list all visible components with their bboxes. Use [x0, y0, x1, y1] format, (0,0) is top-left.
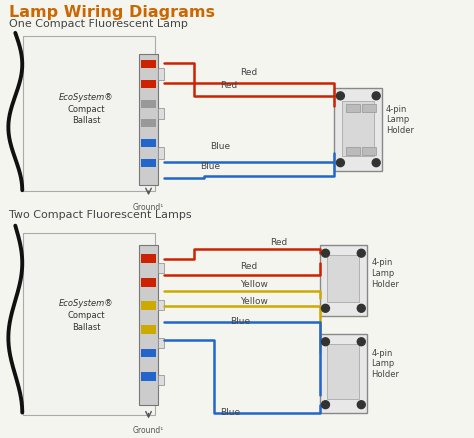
- Bar: [141, 100, 156, 108]
- Text: 4-pin: 4-pin: [371, 258, 392, 267]
- Bar: [141, 139, 156, 147]
- Text: One Compact Fluorescent Lamp: One Compact Fluorescent Lamp: [9, 19, 188, 29]
- Text: Red: Red: [240, 262, 257, 271]
- Text: Lamp Wiring Diagrams: Lamp Wiring Diagrams: [9, 5, 215, 20]
- Bar: [319, 334, 367, 413]
- Circle shape: [337, 159, 345, 166]
- Circle shape: [321, 401, 329, 409]
- Bar: [158, 68, 164, 80]
- Text: EcoSystem®: EcoSystem®: [59, 299, 113, 308]
- Bar: [141, 120, 156, 127]
- Bar: [138, 53, 158, 185]
- Circle shape: [321, 338, 329, 346]
- Text: Blue: Blue: [210, 142, 230, 151]
- Text: 4-pin: 4-pin: [371, 349, 392, 357]
- Bar: [141, 254, 156, 263]
- Text: Holder: Holder: [371, 279, 399, 289]
- Text: Compact: Compact: [67, 105, 105, 113]
- Bar: [319, 245, 367, 316]
- Bar: [342, 101, 374, 156]
- Bar: [362, 104, 376, 112]
- Text: Compact: Compact: [67, 311, 105, 320]
- Text: 4-pin: 4-pin: [386, 105, 408, 113]
- Text: Red: Red: [270, 238, 287, 247]
- Text: Red: Red: [240, 68, 257, 77]
- Bar: [23, 36, 155, 191]
- Bar: [158, 263, 164, 273]
- Circle shape: [321, 304, 329, 312]
- Bar: [346, 147, 360, 155]
- Text: Yellow: Yellow: [240, 279, 268, 289]
- Text: Blue: Blue: [200, 162, 220, 171]
- Bar: [362, 147, 376, 155]
- Bar: [335, 88, 382, 170]
- Bar: [346, 104, 360, 112]
- Bar: [141, 301, 156, 310]
- Bar: [141, 80, 156, 88]
- Bar: [158, 338, 164, 348]
- Text: Holder: Holder: [371, 370, 399, 379]
- Bar: [23, 233, 155, 414]
- Bar: [158, 300, 164, 310]
- Bar: [141, 159, 156, 166]
- Text: Two Compact Fluorescent Lamps: Two Compact Fluorescent Lamps: [9, 210, 192, 220]
- Text: Red: Red: [220, 81, 237, 90]
- Text: Lamp: Lamp: [371, 269, 394, 278]
- Text: EcoSystem®: EcoSystem®: [59, 93, 113, 102]
- Bar: [141, 325, 156, 334]
- Circle shape: [357, 338, 365, 346]
- Circle shape: [337, 92, 345, 100]
- Circle shape: [321, 249, 329, 257]
- Text: Ballast: Ballast: [72, 323, 100, 332]
- Bar: [328, 255, 359, 302]
- Circle shape: [357, 249, 365, 257]
- Bar: [138, 245, 158, 405]
- Bar: [141, 349, 156, 357]
- Text: Lamp: Lamp: [371, 359, 394, 368]
- Text: Ground¹: Ground¹: [133, 203, 164, 212]
- Circle shape: [372, 92, 380, 100]
- Bar: [158, 375, 164, 385]
- Bar: [141, 372, 156, 381]
- Bar: [141, 60, 156, 68]
- Text: Lamp: Lamp: [386, 115, 410, 124]
- Text: Blue: Blue: [230, 317, 250, 326]
- Text: Yellow: Yellow: [240, 297, 268, 306]
- Text: Ballast: Ballast: [72, 117, 100, 125]
- Bar: [141, 278, 156, 286]
- Text: Holder: Holder: [386, 126, 414, 135]
- Text: Ground¹: Ground¹: [133, 426, 164, 435]
- Text: Blue: Blue: [220, 407, 240, 417]
- Circle shape: [357, 401, 365, 409]
- Circle shape: [357, 304, 365, 312]
- Bar: [158, 147, 164, 159]
- Circle shape: [372, 159, 380, 166]
- Bar: [158, 108, 164, 120]
- Bar: [328, 344, 359, 399]
